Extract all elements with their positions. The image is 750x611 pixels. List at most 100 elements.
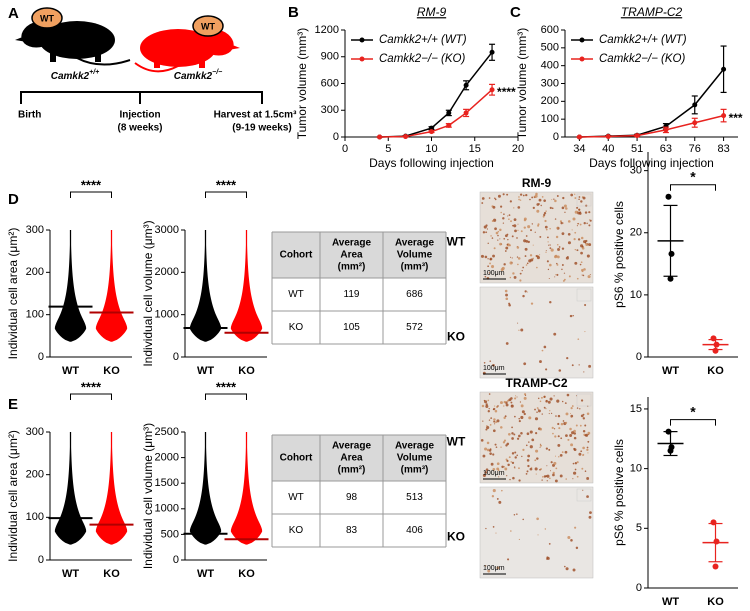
- significance-bracket: [670, 419, 716, 426]
- table-header: Volume: [397, 453, 433, 464]
- stain: [482, 420, 484, 422]
- stain: [492, 453, 495, 456]
- stain: [580, 399, 584, 402]
- scale-bar-label: 100μm: [483, 565, 505, 572]
- y-tick-label: 600: [541, 24, 559, 36]
- point: [710, 335, 717, 342]
- significance-bracket: [205, 191, 247, 198]
- stain: [499, 242, 502, 246]
- stain: [484, 471, 488, 474]
- stain: [498, 500, 502, 504]
- stain: [505, 458, 508, 461]
- y-tick-label: 10: [630, 289, 642, 301]
- stain: [490, 265, 495, 269]
- stain: [570, 407, 573, 410]
- x-tick-label: 15: [469, 143, 481, 155]
- stain: [540, 468, 543, 470]
- stain: [528, 416, 532, 420]
- stain: [516, 454, 519, 457]
- stain: [570, 539, 573, 542]
- stain: [530, 229, 532, 232]
- stain: [527, 464, 530, 468]
- stain: [510, 397, 513, 400]
- stain: [554, 455, 557, 457]
- y-tick-label: 500: [161, 528, 179, 540]
- y-tick-label: 0: [38, 554, 44, 566]
- stain: [482, 473, 487, 477]
- stain: [504, 467, 508, 471]
- stain: [507, 400, 509, 402]
- stain: [501, 266, 505, 270]
- x-tick-label: WT: [197, 365, 214, 377]
- stain: [488, 419, 491, 421]
- stain: [553, 428, 556, 430]
- stain: [500, 205, 503, 208]
- stain: [565, 412, 569, 416]
- stain: [492, 467, 496, 471]
- stain: [582, 454, 584, 457]
- stain: [529, 198, 531, 201]
- stain: [522, 448, 525, 452]
- stain: [557, 443, 561, 447]
- stain: [490, 235, 492, 237]
- stain: [511, 437, 514, 440]
- stain: [587, 243, 589, 245]
- stain: [569, 434, 573, 437]
- violin: [95, 432, 128, 545]
- stain: [515, 395, 517, 397]
- stain: [486, 228, 489, 230]
- stain: [544, 225, 548, 229]
- timeline-sub: (9-19 weeks): [232, 123, 291, 134]
- stain: [572, 568, 576, 572]
- stain: [573, 447, 576, 450]
- stain: [493, 418, 496, 421]
- stain: [546, 260, 549, 263]
- table-header: Area: [340, 453, 363, 464]
- stain: [489, 423, 492, 426]
- stain: [504, 234, 508, 238]
- stain: [542, 215, 545, 218]
- stain: [545, 210, 547, 212]
- stain: [550, 412, 553, 414]
- stain: [587, 431, 591, 435]
- stain: [525, 193, 528, 197]
- stain: [503, 465, 506, 468]
- scale-bar-label: 100μm: [483, 470, 505, 477]
- stain: [510, 401, 513, 404]
- stain: [517, 257, 521, 260]
- stain: [494, 423, 496, 425]
- stain: [569, 413, 572, 415]
- stain: [554, 218, 557, 220]
- stain: [500, 211, 502, 214]
- table-header: (mm²): [338, 465, 366, 476]
- stain: [529, 445, 533, 449]
- violin: [189, 432, 222, 545]
- stain: [557, 435, 560, 438]
- stain: [534, 467, 538, 471]
- y-tick-label: 200: [541, 95, 559, 107]
- stain: [486, 448, 490, 452]
- stain: [579, 408, 581, 410]
- y-tick-label: 2000: [155, 266, 179, 278]
- y-tick-label: 1000: [155, 309, 179, 321]
- stain: [580, 251, 583, 255]
- stain: [562, 222, 564, 224]
- stain: [561, 247, 565, 250]
- annotation: ****: [81, 177, 102, 192]
- stain: [488, 449, 492, 452]
- stain: [530, 302, 534, 305]
- stain: [561, 451, 564, 453]
- stain: [500, 401, 503, 405]
- stain: [567, 438, 570, 441]
- stain: [574, 462, 578, 465]
- stain: [520, 404, 524, 408]
- stain: [586, 412, 590, 415]
- stain: [576, 225, 578, 227]
- stain: [492, 489, 496, 493]
- x-tick-label: WT: [62, 568, 79, 580]
- stain: [543, 395, 546, 398]
- stain: [509, 256, 512, 258]
- stain: [507, 558, 510, 561]
- stain: [588, 243, 592, 247]
- panel-label: D: [8, 191, 19, 208]
